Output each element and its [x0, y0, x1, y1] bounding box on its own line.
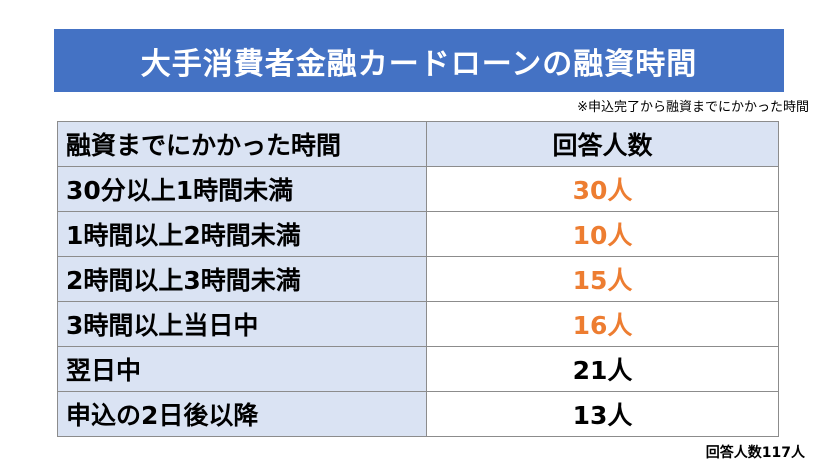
row-label: 3時間以上当日中	[57, 301, 427, 347]
row-count: 30人	[426, 166, 779, 212]
table-row: 2時間以上3時間未満 15人	[57, 256, 779, 302]
title-banner: 大手消費者金融カードローンの融資時間	[54, 29, 784, 92]
header-count: 回答人数	[426, 121, 779, 167]
loan-time-table: 融資までにかかった時間 回答人数 30分以上1時間未満 30人 1時間以上2時間…	[57, 121, 779, 437]
table-row: 3時間以上当日中 16人	[57, 301, 779, 347]
row-label: 1時間以上2時間未満	[57, 211, 427, 257]
table-header-row: 融資までにかかった時間 回答人数	[57, 121, 779, 167]
page-title: 大手消費者金融カードローンの融資時間	[140, 46, 698, 82]
header-time: 融資までにかかった時間	[57, 121, 427, 167]
row-count: 16人	[426, 301, 779, 347]
table-row: 30分以上1時間未満 30人	[57, 166, 779, 212]
total-respondents: 回答人数117人	[705, 445, 805, 461]
table-row: 翌日中 21人	[57, 346, 779, 392]
table-note: ※申込完了から融資までにかかった時間	[577, 100, 809, 115]
row-label: 翌日中	[57, 346, 427, 392]
row-label: 申込の2日後以降	[57, 391, 427, 437]
row-count: 21人	[426, 346, 779, 392]
row-count: 13人	[426, 391, 779, 437]
row-count: 15人	[426, 256, 779, 302]
table-body: 30分以上1時間未満 30人 1時間以上2時間未満 10人 2時間以上3時間未満…	[57, 166, 779, 437]
row-label: 30分以上1時間未満	[57, 166, 427, 212]
table-row: 1時間以上2時間未満 10人	[57, 211, 779, 257]
row-label: 2時間以上3時間未満	[57, 256, 427, 302]
table-row: 申込の2日後以降 13人	[57, 391, 779, 437]
row-count: 10人	[426, 211, 779, 257]
